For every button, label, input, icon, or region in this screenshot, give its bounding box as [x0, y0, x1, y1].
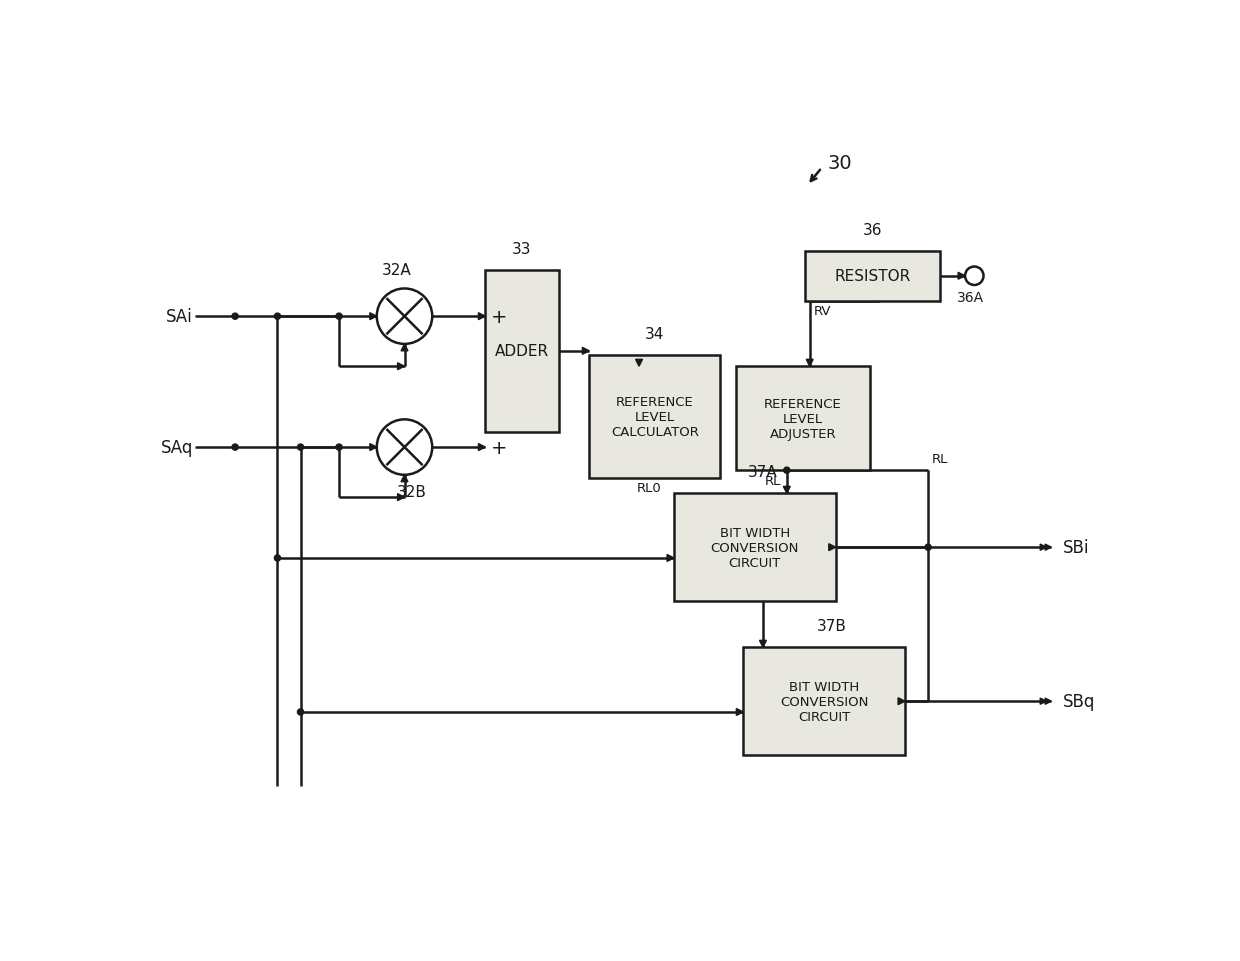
Circle shape: [336, 314, 342, 320]
Polygon shape: [828, 544, 836, 551]
Text: +: +: [491, 308, 507, 327]
Text: ADDER: ADDER: [495, 344, 549, 359]
Polygon shape: [401, 345, 408, 352]
Circle shape: [232, 314, 238, 320]
Circle shape: [784, 468, 790, 474]
Polygon shape: [479, 313, 485, 320]
Polygon shape: [583, 348, 589, 355]
FancyBboxPatch shape: [735, 367, 870, 471]
Text: 36: 36: [863, 222, 882, 237]
Polygon shape: [737, 709, 743, 716]
Circle shape: [377, 289, 433, 345]
Circle shape: [274, 314, 280, 320]
Polygon shape: [398, 494, 404, 501]
Text: 37B: 37B: [817, 619, 847, 633]
Circle shape: [965, 267, 983, 285]
Polygon shape: [398, 363, 404, 370]
Polygon shape: [401, 476, 408, 482]
FancyBboxPatch shape: [675, 494, 836, 602]
Polygon shape: [1045, 699, 1052, 704]
Text: RL: RL: [932, 453, 949, 466]
Circle shape: [336, 445, 342, 451]
Circle shape: [274, 555, 280, 561]
FancyBboxPatch shape: [485, 271, 558, 432]
Polygon shape: [370, 313, 377, 320]
Text: REFERENCE
LEVEL
CALCULATOR: REFERENCE LEVEL CALCULATOR: [611, 395, 698, 438]
Polygon shape: [1040, 545, 1047, 551]
Text: 30: 30: [828, 154, 853, 173]
Circle shape: [298, 709, 304, 715]
FancyBboxPatch shape: [743, 648, 905, 755]
Polygon shape: [959, 273, 965, 280]
Text: RV: RV: [813, 305, 831, 317]
Polygon shape: [784, 487, 790, 494]
FancyBboxPatch shape: [589, 356, 720, 479]
Text: 36A: 36A: [957, 291, 985, 305]
Text: REFERENCE
LEVEL
ADJUSTER: REFERENCE LEVEL ADJUSTER: [764, 397, 842, 440]
Polygon shape: [636, 360, 642, 367]
Text: RI: RI: [968, 269, 982, 283]
Circle shape: [232, 445, 238, 451]
Text: 37A: 37A: [748, 465, 777, 480]
Polygon shape: [370, 444, 377, 451]
Text: 34: 34: [645, 327, 665, 341]
Text: 32A: 32A: [382, 262, 412, 278]
Circle shape: [925, 545, 931, 551]
Text: SAi: SAi: [166, 308, 192, 326]
Polygon shape: [667, 554, 675, 562]
Polygon shape: [479, 444, 485, 451]
Polygon shape: [759, 641, 766, 648]
Text: SBi: SBi: [1063, 538, 1090, 556]
Polygon shape: [1045, 545, 1052, 551]
Text: BIT WIDTH
CONVERSION
CIRCUIT: BIT WIDTH CONVERSION CIRCUIT: [711, 526, 799, 569]
Text: +: +: [491, 438, 507, 457]
Text: SAq: SAq: [160, 438, 192, 456]
Polygon shape: [806, 360, 813, 367]
Polygon shape: [1040, 699, 1047, 704]
Text: RL0: RL0: [636, 481, 661, 494]
Circle shape: [298, 445, 304, 451]
Text: BIT WIDTH
CONVERSION
CIRCUIT: BIT WIDTH CONVERSION CIRCUIT: [780, 680, 868, 723]
Circle shape: [377, 420, 433, 476]
Text: RESISTOR: RESISTOR: [835, 269, 910, 283]
FancyBboxPatch shape: [805, 252, 940, 302]
Text: 32B: 32B: [397, 484, 427, 500]
Text: 33: 33: [512, 241, 532, 257]
Text: SBq: SBq: [1063, 693, 1095, 710]
Text: RL: RL: [765, 475, 781, 488]
Polygon shape: [898, 698, 905, 705]
